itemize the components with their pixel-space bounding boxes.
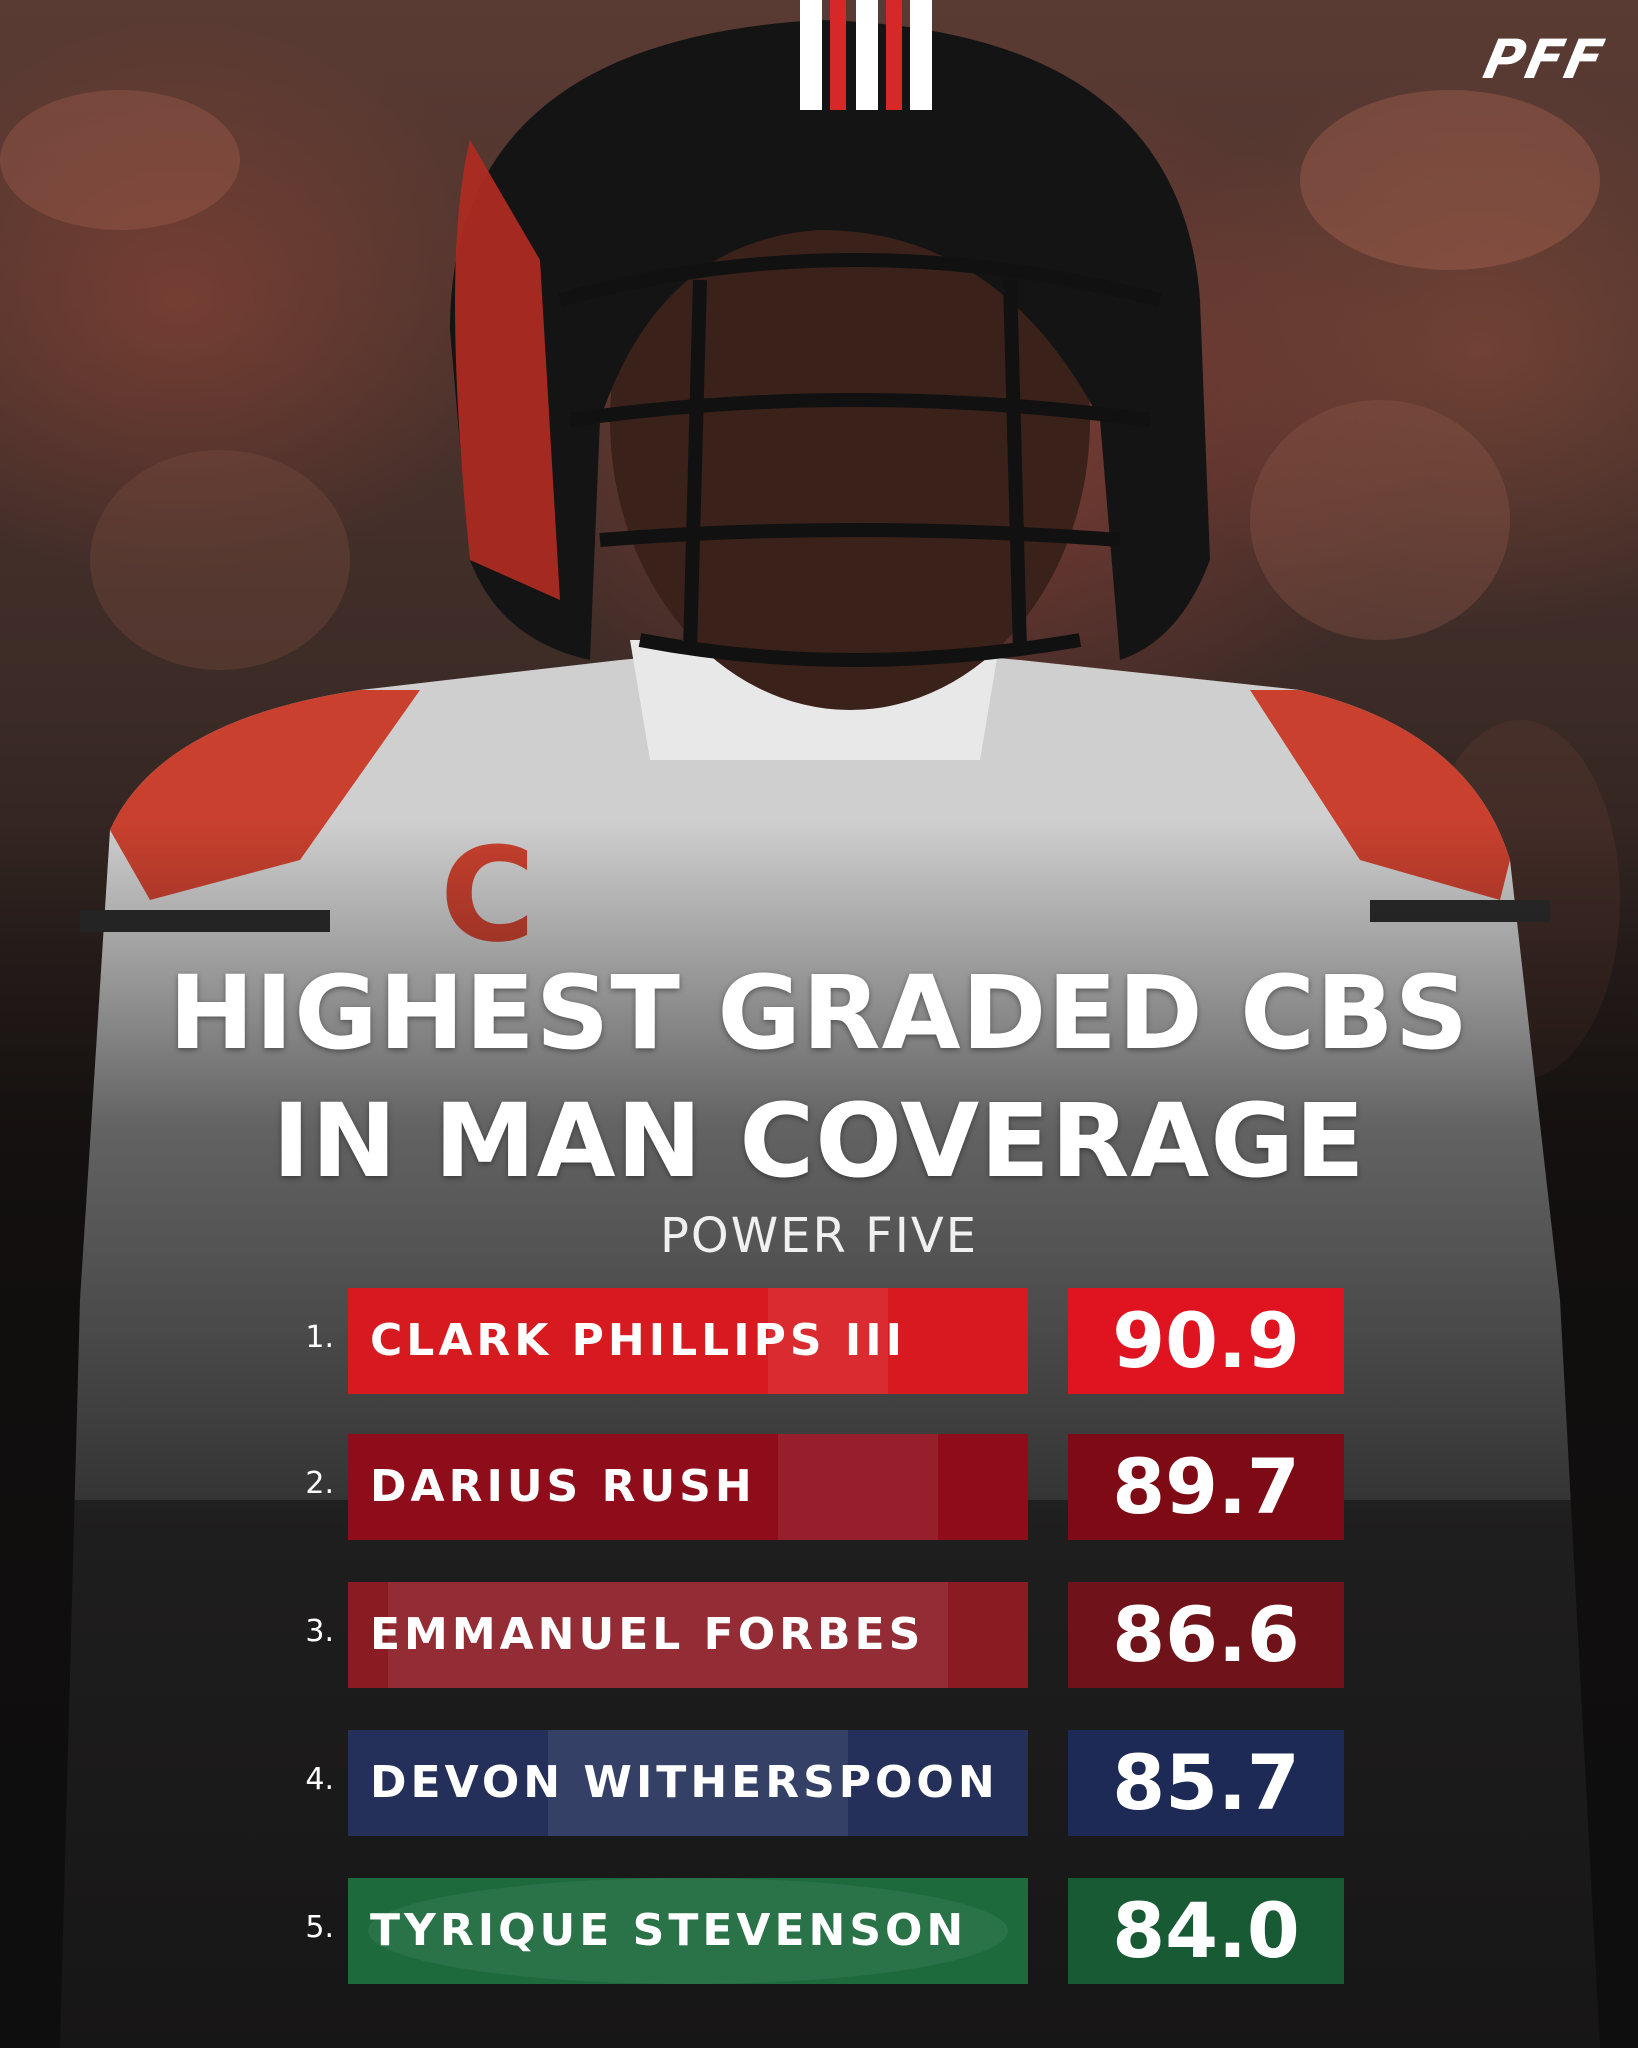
player-name-box: TYRIQUE STEVENSON xyxy=(348,1878,1028,1984)
player-name: CLARK PHILLIPS III xyxy=(370,1315,906,1366)
rank-number: 2. xyxy=(305,1466,334,1501)
title-line-2: IN MAN COVERAGE xyxy=(272,1082,1366,1201)
player-name-box: CLARK PHILLIPS III xyxy=(348,1288,1028,1394)
player-name: DEVON WITHERSPOON xyxy=(370,1757,999,1808)
team-logo-stripe xyxy=(768,1288,888,1394)
grade-value: 86.6 xyxy=(1112,1590,1300,1679)
player-name-box: EMMANUEL FORBES xyxy=(348,1582,1028,1688)
rank-number: 4. xyxy=(305,1762,334,1797)
grade-box: 84.0 xyxy=(1068,1878,1344,1984)
rank-number: 3. xyxy=(305,1614,334,1649)
rank-number: 1. xyxy=(305,1320,334,1355)
ranking-row: 5. TYRIQUE STEVENSON 84.0 xyxy=(0,1878,1638,1984)
grade-value: 85.7 xyxy=(1112,1738,1300,1827)
pff-logo: PFF xyxy=(1477,28,1611,91)
player-name: TYRIQUE STEVENSON xyxy=(370,1905,968,1956)
grade-box: 89.7 xyxy=(1068,1434,1344,1540)
ranking-row: 3. EMMANUEL FORBES 86.6 xyxy=(0,1582,1638,1688)
team-logo-stripe xyxy=(548,1730,848,1836)
grade-box: 85.7 xyxy=(1068,1730,1344,1836)
ranking-row: 4. DEVON WITHERSPOON 85.7 xyxy=(0,1730,1638,1836)
grade-value: 84.0 xyxy=(1112,1886,1300,1975)
grade-value: 90.9 xyxy=(1112,1296,1300,1385)
grade-value: 89.7 xyxy=(1112,1442,1300,1531)
subtitle: POWER FIVE xyxy=(659,1208,979,1264)
team-logo-stripe xyxy=(368,1878,1008,1984)
grade-box: 90.9 xyxy=(1068,1288,1344,1394)
player-name: EMMANUEL FORBES xyxy=(370,1609,925,1660)
ranking-row: 2. DARIUS RUSH 89.7 xyxy=(0,1434,1638,1540)
rank-number: 5. xyxy=(305,1910,334,1945)
grade-box: 86.6 xyxy=(1068,1582,1344,1688)
team-logo-stripe xyxy=(778,1434,938,1540)
player-name: DARIUS RUSH xyxy=(370,1461,756,1512)
page-title: HIGHEST GRADED CBS IN MAN COVERAGE xyxy=(0,950,1638,1206)
player-name-box: DEVON WITHERSPOON xyxy=(348,1730,1028,1836)
player-name-box: DARIUS RUSH xyxy=(348,1434,1028,1540)
title-line-1: HIGHEST GRADED CBS xyxy=(168,954,1470,1073)
team-logo-stripe xyxy=(388,1582,948,1688)
ranking-row: 1. CLARK PHILLIPS III 90.9 xyxy=(0,1288,1638,1394)
